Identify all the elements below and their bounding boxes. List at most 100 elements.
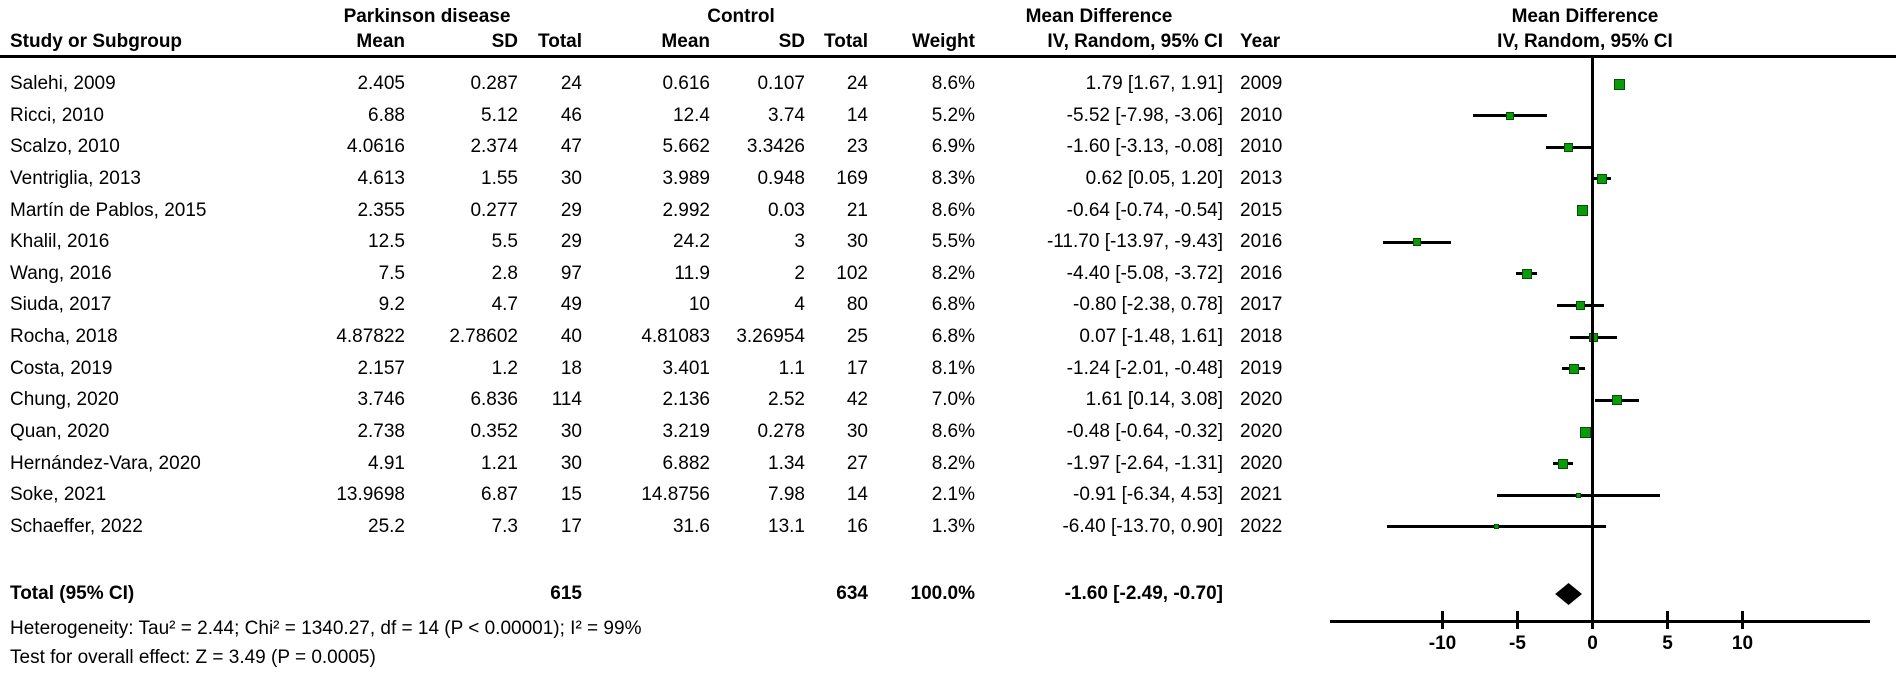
row-year: 2010 [1240,104,1283,126]
row-pd_total: 47 [560,136,582,158]
row-pd_sd: 0.287 [470,73,518,94]
row-study: Costa, 2019 [10,357,113,379]
row-ci_label: 0.62 [0.05, 1.20] [1085,167,1223,189]
row-c_sd: 13.1 [768,515,805,537]
col-header-year: Year [1240,31,1281,52]
row-c_total: 14 [846,484,868,506]
row-weight: 8.6% [931,199,975,221]
row-weight: 6.8% [931,294,975,316]
row-year: 2018 [1240,326,1283,348]
group-header-parkinson: Parkinson disease [343,6,511,27]
row-c_sd: 0.948 [757,167,805,189]
row-c_sd: 7.98 [768,484,805,506]
row-ci_label: 1.79 [1.67, 1.91] [1085,73,1223,94]
row-pd_mean: 2.738 [357,421,405,443]
row-study: Chung, 2020 [10,389,119,411]
row-year: 2019 [1240,357,1283,379]
row-weight: 5.2% [931,104,975,126]
axis-tick-label: 5 [1662,633,1673,654]
col-header-c-total: Total [824,31,868,52]
row-ci_label: -1.24 [-2.01, -0.48] [1066,357,1223,379]
row-pd_mean: 7.5 [378,262,405,284]
row-year: 2013 [1240,167,1283,189]
row-c_mean: 12.4 [673,104,710,126]
row-study: Ricci, 2010 [10,104,104,126]
effect-square [1577,205,1589,217]
heterogeneity-text: Heterogeneity: Tau² = 2.44; Chi² = 1340.… [10,618,642,639]
row-c_mean: 10 [688,294,710,316]
row-c_total: 42 [846,389,868,411]
row-pd_mean: 2.157 [357,357,405,379]
row-c_sd: 0.278 [757,421,805,443]
row-weight: 2.1% [931,484,975,506]
row-c_mean: 3.219 [662,421,710,443]
row-ci_label: -0.80 [-2.38, 0.78] [1073,294,1223,316]
effect-square [1557,458,1568,469]
total-c-total: 634 [836,583,868,604]
row-weight: 7.0% [931,389,975,411]
row-pd_total: 40 [560,326,582,348]
row-year: 2015 [1240,199,1283,221]
row-pd_sd: 6.836 [470,389,518,411]
row-c_sd: 3.3426 [746,136,805,158]
row-pd_mean: 9.2 [378,294,405,316]
row-c_total: 24 [846,73,868,94]
row-c_total: 21 [846,199,868,221]
effect-square [1613,78,1625,90]
row-ci_label: 1.61 [0.14, 3.08] [1085,389,1223,411]
row-c_mean: 3.401 [662,357,710,379]
row-pd_total: 30 [560,452,582,474]
row-weight: 8.1% [931,357,975,379]
row-c_mean: 4.81083 [641,326,710,348]
col-header-study: Study or Subgroup [10,31,183,52]
row-study: Khalil, 2016 [10,231,110,253]
row-pd_sd: 2.374 [470,136,518,158]
row-study: Soke, 2021 [10,484,107,506]
row-year: 2020 [1240,389,1283,411]
row-pd_sd: 1.55 [481,167,518,189]
row-c_sd: 3.26954 [736,326,805,348]
row-weight: 6.9% [931,136,975,158]
row-c_total: 30 [846,231,868,253]
row-c_mean: 0.616 [662,73,710,94]
row-year: 2020 [1240,452,1283,474]
total-row-label: Total (95% CI) [10,583,135,604]
row-c_total: 169 [836,167,868,189]
row-ci_label: -5.52 [-7.98, -3.06] [1066,104,1223,126]
row-ci_label: -4.40 [-5.08, -3.72] [1066,262,1223,284]
row-pd_sd: 4.7 [491,294,518,316]
col-header-md-ci: IV, Random, 95% CI [1047,31,1223,52]
row-c_mean: 14.8756 [641,484,710,506]
row-c_sd: 0.107 [757,73,805,94]
row-c_sd: 2 [794,262,805,284]
row-ci_label: -0.91 [-6.34, 4.53] [1073,484,1223,506]
axis-tick [1741,611,1744,629]
row-c_mean: 2.136 [662,389,710,411]
plot-subtitle: IV, Random, 95% CI [1497,31,1673,52]
row-pd_total: 30 [560,167,582,189]
overall-effect-text: Test for overall effect: Z = 3.49 (P = 0… [10,647,376,668]
row-pd_total: 18 [560,357,582,379]
row-study: Rocha, 2018 [10,326,118,348]
total-md-ci: -1.60 [-2.49, -0.70] [1064,583,1223,604]
row-c_sd: 1.1 [778,357,805,379]
row-ci_label: -11.70 [-13.97, -9.43] [1046,231,1223,253]
axis-tick-label: 0 [1587,633,1598,654]
group-header-control: Control [707,6,775,27]
row-c_total: 80 [846,294,868,316]
row-c_total: 23 [846,136,868,158]
total-pd-total: 615 [550,583,582,604]
row-weight: 5.5% [931,231,975,253]
row-pd_total: 46 [560,104,582,126]
row-study: Salehi, 2009 [10,73,116,94]
row-weight: 6.8% [931,326,975,348]
effect-square [1576,300,1585,310]
effect-square [1579,426,1591,438]
col-header-c-mean: Mean [661,31,710,52]
axis-tick-label: -5 [1509,633,1526,654]
effect-square [1413,238,1421,247]
row-c_mean: 5.662 [662,136,710,158]
row-ci_label: 0.07 [-1.48, 1.61] [1079,326,1223,348]
row-pd_sd: 5.5 [491,231,518,253]
